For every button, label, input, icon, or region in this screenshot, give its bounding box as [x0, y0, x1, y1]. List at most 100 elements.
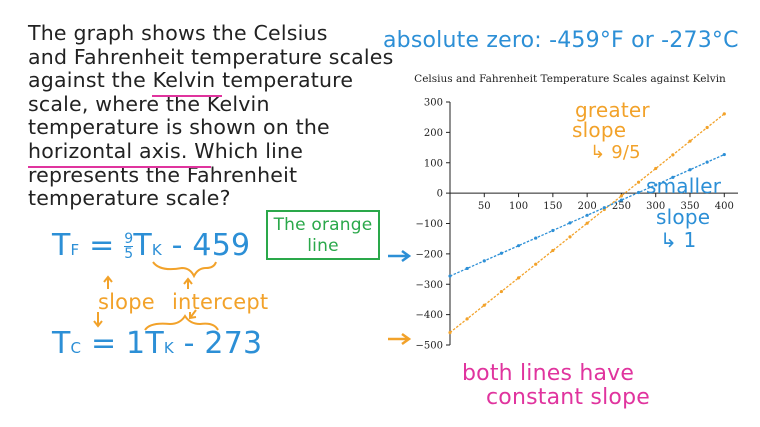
y-tick-label: 100	[424, 158, 443, 169]
slope-arrow-down	[93, 312, 103, 328]
smaller-slope-value: ↳ 1	[660, 228, 697, 252]
question-line: temperature is shown on the	[28, 115, 330, 140]
absolute-zero-note: absolute zero: -459°F or -273°C	[383, 28, 739, 53]
celsius-intercept: - 273	[183, 326, 263, 361]
tf-symbol: T	[52, 228, 71, 263]
celsius-point	[551, 228, 555, 233]
fahrenheit-point	[705, 125, 709, 130]
celsius-point	[671, 175, 675, 179]
celsius-point	[499, 251, 504, 255]
temperature-chart: Celsius and Fahrenheit Temperature Scale…	[400, 64, 740, 364]
slope-fraction: 9 5	[124, 231, 134, 262]
celsius-point	[688, 168, 692, 172]
answer-line-2: line	[307, 236, 339, 256]
x-tick-label: 200	[578, 201, 597, 212]
fahrenheit-point	[568, 235, 572, 239]
y-tick-label: −100	[416, 219, 443, 230]
blue-intercept-arrow	[388, 249, 412, 263]
fahrenheit-point	[722, 112, 726, 116]
celsius-point	[705, 160, 709, 164]
tk-symbol: T	[133, 228, 152, 263]
chart-svg: Celsius and Fahrenheit Temperature Scale…	[414, 73, 738, 352]
celsius-point	[568, 221, 572, 225]
equals-sign: =	[89, 228, 115, 263]
horizontal-axis-underline	[28, 166, 211, 168]
smaller-slope-label: slope	[656, 205, 711, 229]
y-tick-label: 300	[424, 98, 443, 109]
tc-symbol: T	[52, 326, 71, 361]
chart-title: Celsius and Fahrenheit Temperature Scale…	[414, 73, 726, 85]
fahrenheit-point	[499, 289, 504, 294]
question-line: horizontal axis. Which line	[28, 138, 304, 163]
orange-intercept-arrow	[388, 332, 412, 346]
greater-label: greater	[575, 98, 650, 122]
x-tick-label: 50	[478, 201, 491, 212]
fahrenheit-intercept: - 459	[171, 228, 251, 263]
question-text: The graph shows the Celsius and Fahrenhe…	[28, 21, 394, 211]
greater-slope-label: slope	[572, 118, 627, 142]
answer-line-1: The orange	[273, 215, 373, 235]
fahrenheit-point	[671, 153, 675, 157]
celsius-point	[465, 266, 469, 271]
fahrenheit-point	[619, 194, 624, 198]
x-tick-label: 250	[612, 201, 631, 212]
fahrenheit-line	[449, 113, 725, 334]
celsius-point	[448, 274, 452, 278]
y-tick-label: 200	[424, 128, 443, 139]
x-tick-label: 400	[715, 201, 734, 212]
x-tick-label: 350	[680, 201, 699, 212]
tc-subscript: C	[70, 339, 82, 357]
y-tick-label: −300	[416, 280, 443, 291]
celsius-point	[516, 244, 521, 248]
both-lines-text-2: constant slope	[486, 385, 650, 410]
x-tick-label: 150	[543, 201, 562, 212]
x-tick-label: 100	[509, 201, 528, 212]
tk-subscript: K	[151, 241, 162, 259]
fahrenheit-point	[636, 180, 641, 184]
question-line: temperature scale?	[28, 186, 231, 211]
question-line: and Fahrenheit temperature scales	[28, 44, 394, 69]
celsius-tk-subscript: K	[163, 339, 174, 357]
celsius-point	[482, 259, 486, 263]
celsius-equation: TC = 1TK - 273	[52, 326, 262, 361]
x-tick-label: 300	[646, 201, 665, 212]
fahrenheit-point	[448, 330, 452, 335]
fahrenheit-point	[534, 262, 538, 266]
question-line: The graph shows the Celsius	[28, 21, 328, 45]
celsius-point	[722, 152, 726, 157]
greater-slope-value: ↳ 9/5	[590, 142, 641, 163]
fahrenheit-point	[688, 139, 692, 143]
y-tick-label: 0	[437, 189, 443, 200]
celsius-point	[602, 206, 606, 210]
question-line: represents the Fahrenheit	[28, 162, 298, 187]
fraction-denominator: 5	[124, 246, 134, 262]
intercept-label: intercept	[172, 290, 269, 314]
y-tick-label: −500	[416, 341, 443, 352]
answer-box: The orange line	[266, 210, 380, 260]
y-tick-label: −400	[416, 310, 443, 321]
celsius-point	[654, 183, 658, 187]
celsius-point	[619, 198, 624, 202]
y-tick-label: −200	[416, 249, 443, 260]
smaller-label: smaller	[646, 174, 722, 198]
fahrenheit-point	[654, 166, 658, 171]
slope-label: slope	[98, 290, 155, 314]
intercept-arrow-down	[189, 309, 197, 320]
celsius-rhs: = 1T	[90, 326, 164, 361]
tf-subscript: F	[70, 241, 80, 259]
fahrenheit-point	[585, 221, 589, 225]
fahrenheit-point	[551, 248, 555, 253]
celsius-intercept-brace	[144, 314, 219, 331]
fraction-numerator: 9	[124, 231, 134, 247]
intercept-arrow-up	[183, 277, 193, 289]
both-lines-text-1: both lines have	[462, 361, 635, 386]
celsius-point	[534, 236, 538, 240]
fahrenheit-equation: TF = 9 5 TK - 459	[52, 228, 250, 263]
fahrenheit-point	[482, 303, 486, 307]
fahrenheit-intercept-brace	[152, 261, 217, 279]
celsius-point	[585, 213, 589, 217]
fahrenheit-point	[516, 276, 521, 280]
question-line: against the Kelvin temperature	[28, 68, 354, 93]
